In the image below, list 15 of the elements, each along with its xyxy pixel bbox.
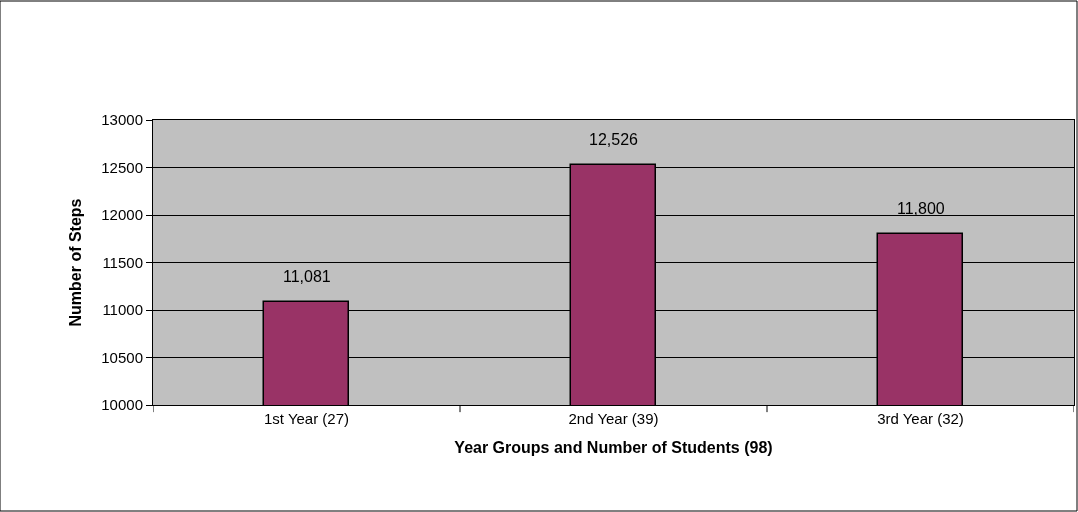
y-tick-label: 10500 [101,348,143,366]
x-tick-label: 3rd Year (32) [877,410,964,427]
y-tick-label: 12500 [101,158,143,176]
y-tick-label: 11500 [102,253,143,271]
x-tick-label: 1st Year (27) [263,410,350,427]
x-tick-label: 2nd Year (39) [568,410,659,427]
y-tick-label: 11000 [102,301,143,319]
x-axis-title: Year Groups and Number of Students (98) [454,438,773,456]
data-label: 11,800 [897,200,945,217]
data-label: 12,526 [589,131,639,148]
y-axis-title: Number of Steps [67,198,85,327]
y-tick-label: 12000 [101,206,143,224]
y-tick-label: 10000 [101,396,143,414]
y-tick-label: 13000 [101,111,143,129]
data-label: 11,081 [283,268,331,285]
